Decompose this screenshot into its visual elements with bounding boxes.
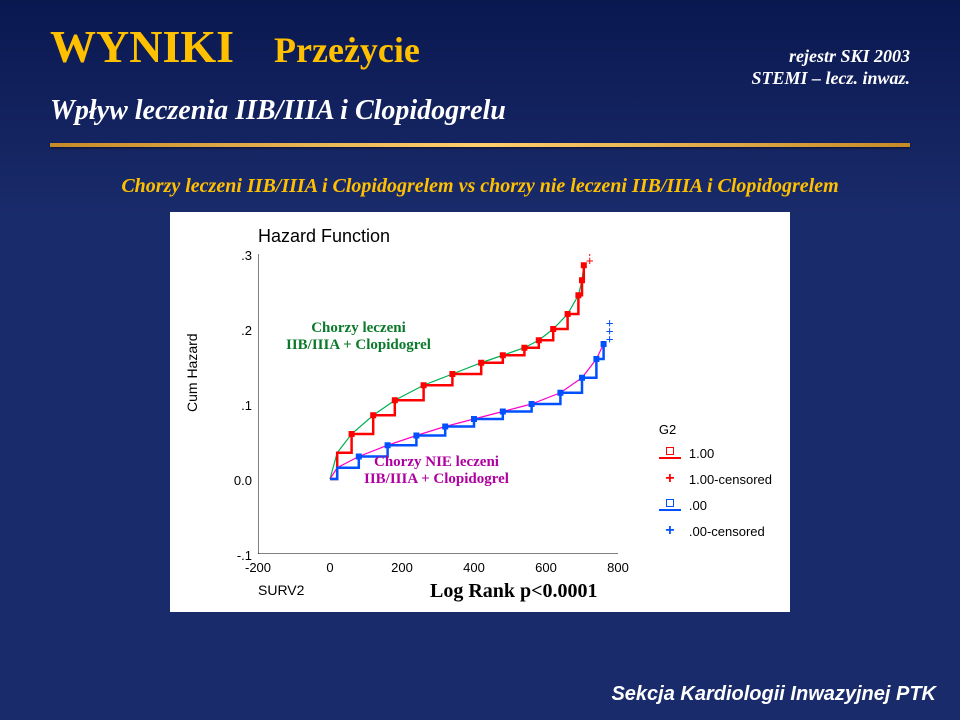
footer: Sekcja Kardiologii Inwazyjnej PTK: [611, 683, 936, 706]
hazard-plot: +++ +++: [258, 254, 618, 554]
registry-line1: rejestr SKI 2003: [751, 46, 910, 68]
y-tick: .1: [226, 398, 252, 413]
title-left: WYNIKI Przeżycie: [50, 20, 420, 73]
divider-rule: [50, 143, 910, 147]
svg-text:+: +: [586, 254, 594, 261]
log-rank-text: Log Rank p<0.0001: [430, 580, 598, 603]
legend-item: + 1.00-censored: [659, 471, 772, 487]
legend-label: 1.00-censored: [689, 472, 772, 487]
y-tick: .3: [226, 248, 252, 263]
legend: G2 1.00 + 1.00-censored .00 +: [659, 422, 772, 549]
chart-title: Hazard Function: [258, 226, 772, 247]
subtitle: Wpływ leczenia IIB/IIIA i Clopidogrelu: [50, 95, 910, 127]
legend-item: 1.00: [659, 445, 772, 461]
y-axis-label: Cum Hazard: [184, 334, 200, 413]
registry-line2: STEMI – lecz. inwaz.: [751, 68, 910, 90]
legend-swatch-plus: +: [659, 471, 681, 487]
slide: WYNIKI Przeżycie rejestr SKI 2003 STEMI …: [0, 0, 960, 720]
title-main: WYNIKI: [50, 20, 234, 73]
legend-label: .00-censored: [689, 524, 765, 539]
legend-label: .00: [689, 498, 707, 513]
rule-wrap: [50, 143, 910, 147]
series-treated: +++: [330, 254, 594, 479]
label-treated-line2: IIB/IIIA + Clopidogrel: [286, 337, 431, 354]
legend-swatch-square: [659, 447, 681, 459]
x-tick: 600: [526, 560, 566, 575]
x-axis-label: SURV2: [258, 582, 304, 598]
y-tick: 0.0: [226, 473, 252, 488]
registry-caption: rejestr SKI 2003 STEMI – lecz. inwaz.: [751, 46, 910, 89]
legend-swatch-square: [659, 499, 681, 511]
label-treated-line1: Chorzy leczeni: [286, 320, 431, 337]
legend-title: G2: [659, 422, 772, 437]
label-untreated-line2: IIB/IIIA + Clopidogrel: [364, 471, 509, 488]
svg-text:+: +: [606, 317, 614, 332]
chart-card: Hazard Function Cum Hazard .3 .2 .1 0.0 …: [170, 212, 790, 612]
x-tick: 400: [454, 560, 494, 575]
x-tick: 0: [310, 560, 350, 575]
legend-swatch-plus: +: [659, 523, 681, 539]
header: WYNIKI Przeżycie rejestr SKI 2003 STEMI …: [0, 0, 960, 133]
title-subtitle-right: Przeżycie: [274, 29, 420, 71]
x-tick: -200: [238, 560, 278, 575]
label-untreated: Chorzy NIE leczeni IIB/IIIA + Clopidogre…: [364, 454, 509, 487]
legend-item: + .00-censored: [659, 523, 772, 539]
legend-label: 1.00: [689, 446, 714, 461]
label-treated: Chorzy leczeni IIB/IIIA + Clopidogrel: [286, 320, 431, 353]
legend-item: .00: [659, 497, 772, 513]
description: Chorzy leczeni IIB/IIIA i Clopidogrelem …: [40, 175, 920, 198]
label-untreated-line1: Chorzy NIE leczeni: [364, 454, 509, 471]
y-tick: .2: [226, 323, 252, 338]
title-row: WYNIKI Przeżycie rejestr SKI 2003 STEMI …: [50, 20, 910, 89]
x-tick: 800: [598, 560, 638, 575]
x-tick: 200: [382, 560, 422, 575]
